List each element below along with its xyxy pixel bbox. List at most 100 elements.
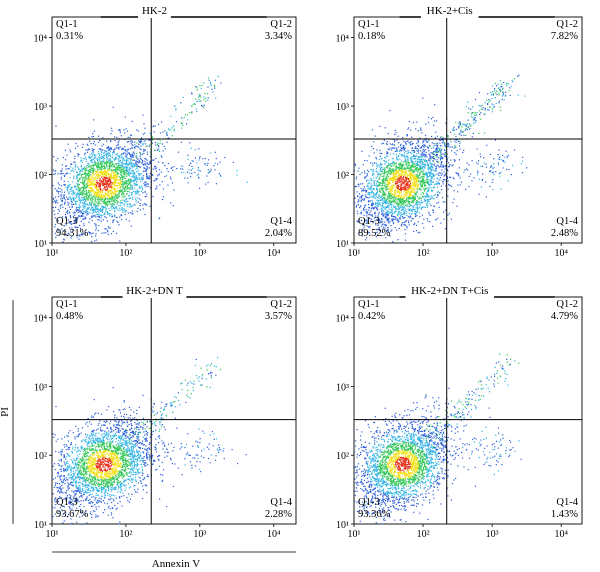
event-dot	[104, 163, 106, 165]
event-dot	[65, 165, 67, 167]
event-dot	[93, 174, 95, 176]
event-dot	[429, 168, 432, 170]
event-dot	[415, 207, 417, 209]
event-dot	[135, 160, 137, 162]
event-dot	[427, 141, 429, 143]
event-dot	[173, 189, 175, 191]
event-dot	[421, 175, 423, 178]
event-dot	[405, 170, 407, 172]
event-dot	[385, 189, 388, 191]
event-dot	[86, 207, 88, 209]
event-dot	[382, 193, 384, 195]
event-dot	[131, 147, 133, 149]
event-dot	[63, 225, 65, 227]
event-dot	[403, 167, 405, 169]
event-dot	[135, 162, 137, 164]
event-dot	[105, 198, 107, 200]
event-dot	[399, 176, 402, 178]
event-dot	[170, 115, 172, 117]
event-dot	[123, 171, 125, 173]
event-dot	[156, 144, 159, 146]
event-dot	[109, 178, 111, 180]
event-dot	[115, 216, 117, 219]
event-dot	[447, 180, 449, 182]
event-dot	[207, 97, 209, 99]
event-dot	[77, 209, 79, 211]
event-dot	[136, 129, 138, 131]
event-dot	[382, 182, 384, 184]
event-dot	[135, 175, 137, 177]
event-dot	[405, 162, 407, 164]
event-dot	[425, 185, 427, 187]
event-dot	[80, 199, 82, 201]
event-dot	[444, 143, 446, 145]
event-dot	[404, 233, 406, 235]
event-dot	[106, 229, 108, 231]
event-dot	[87, 208, 89, 210]
event-dot	[371, 179, 373, 181]
event-dot	[52, 197, 55, 199]
event-dot	[74, 203, 77, 205]
event-dot	[95, 229, 97, 231]
event-dot	[398, 169, 401, 171]
event-dot	[127, 148, 129, 150]
event-dot	[112, 195, 114, 197]
event-dot	[431, 169, 433, 171]
event-dot	[161, 181, 163, 183]
event-dot	[424, 149, 426, 151]
event-dot	[128, 206, 130, 208]
event-dot	[88, 189, 91, 192]
event-dot	[72, 212, 74, 214]
event-dot	[432, 116, 434, 118]
event-dot	[53, 200, 55, 202]
event-dot	[415, 160, 417, 162]
event-dot	[68, 191, 70, 193]
event-dot	[86, 197, 89, 199]
event-dot	[81, 182, 83, 184]
event-dot	[118, 160, 120, 163]
event-dot	[411, 136, 413, 138]
event-dot	[168, 129, 170, 131]
event-dot	[85, 160, 88, 163]
event-dot	[139, 187, 141, 189]
event-dot	[355, 186, 357, 188]
event-dot	[127, 164, 130, 166]
event-dot	[412, 189, 414, 192]
event-dot	[95, 194, 98, 196]
event-dot	[192, 103, 194, 105]
event-dot	[143, 183, 145, 185]
event-dot	[95, 154, 97, 156]
event-dot	[64, 201, 66, 203]
event-dot	[94, 187, 96, 189]
event-dot	[382, 195, 384, 197]
quadrant-percent: 94.31%	[56, 228, 89, 239]
event-dot	[380, 199, 382, 202]
event-dot	[440, 164, 442, 166]
event-dot	[401, 150, 403, 152]
event-dot	[98, 165, 100, 167]
event-dot	[224, 156, 226, 159]
event-dot	[414, 198, 416, 200]
event-dot	[402, 161, 404, 163]
event-dot	[159, 142, 161, 145]
event-dot	[428, 158, 430, 160]
event-dot	[97, 177, 99, 179]
event-dot	[133, 153, 135, 155]
event-dot	[104, 206, 106, 209]
event-dot	[376, 184, 378, 186]
event-dot	[424, 183, 426, 185]
event-dot	[89, 232, 91, 234]
event-dot	[364, 159, 366, 162]
event-dot	[455, 141, 457, 144]
event-dot	[413, 158, 415, 160]
event-dot	[91, 179, 93, 181]
event-dot	[141, 187, 144, 189]
event-dot	[458, 141, 460, 143]
event-dot	[142, 189, 144, 191]
event-dot	[90, 198, 92, 200]
event-dot	[108, 227, 110, 229]
event-dot	[159, 150, 161, 152]
event-dot	[106, 150, 108, 152]
event-dot	[389, 143, 391, 145]
event-dot	[404, 229, 406, 231]
